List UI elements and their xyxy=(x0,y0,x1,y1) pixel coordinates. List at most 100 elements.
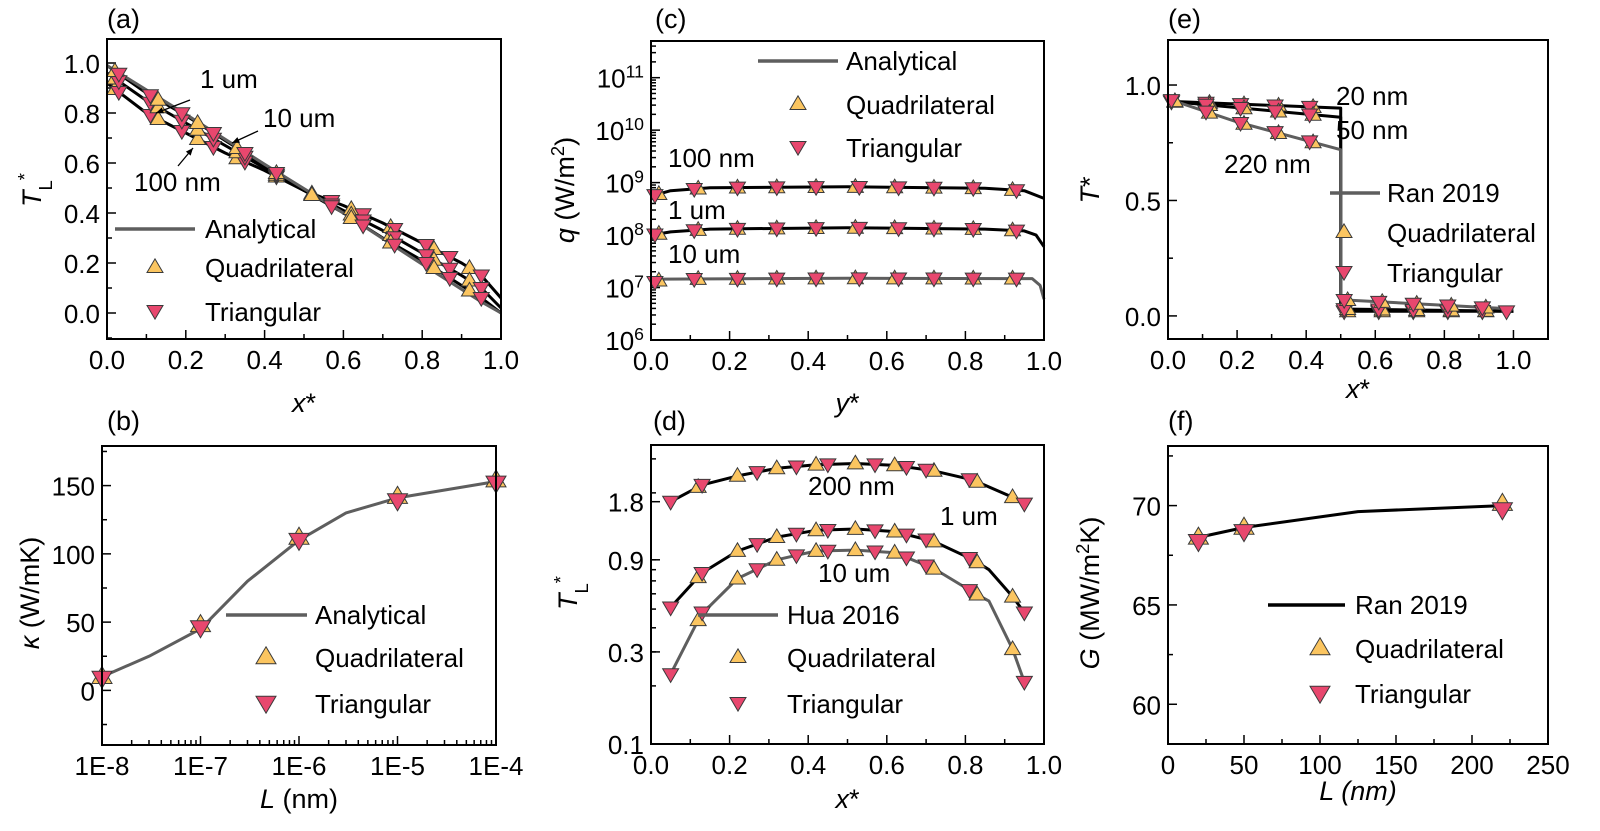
triangular-marker xyxy=(1015,675,1034,691)
x-tick-label: 0.8 xyxy=(1426,345,1462,375)
triangular-marker xyxy=(767,272,786,288)
triangular-marker xyxy=(1300,108,1319,124)
triangular-marker xyxy=(1300,135,1319,151)
series-annotation: 1 um xyxy=(940,501,998,531)
triangular-marker xyxy=(889,272,908,288)
triangular-marker xyxy=(1007,184,1026,200)
triangular-marker xyxy=(925,272,943,288)
triangular-marker xyxy=(925,181,943,197)
x-tick-label: 0.4 xyxy=(790,750,826,780)
y-tick-label: 0 xyxy=(81,676,95,706)
x-tick-label: 1E-7 xyxy=(173,751,228,781)
triangular-marker xyxy=(440,251,459,267)
triangular-marker xyxy=(897,528,916,544)
triangular-marker xyxy=(866,458,884,474)
series-annotation: 100 nm xyxy=(668,143,755,173)
triangular-marker xyxy=(728,272,747,288)
triangular-marker xyxy=(748,563,766,579)
triangular-marker xyxy=(866,524,884,540)
legend: Analytical Quadrilateral Triangular xyxy=(758,46,995,163)
y-tick-label: 0.0 xyxy=(64,299,100,329)
x-tick-label: 0.4 xyxy=(1288,345,1324,375)
x-tick-label: 0 xyxy=(1161,750,1175,780)
y-tick-label: 1011 xyxy=(597,62,644,94)
panel-label: (a) xyxy=(107,4,140,34)
triangular-marker xyxy=(288,532,310,552)
triangular-marker xyxy=(1438,299,1457,315)
triangular-marker xyxy=(866,545,884,561)
triangular-marker xyxy=(917,533,935,549)
y-tick-label: 0.3 xyxy=(608,638,644,668)
panel-e: (e) 0.0 0.2 0.4 0.6 0.8 1.0 0.0 0.5 1.0 x* T* Ran 20… xyxy=(1075,4,1549,404)
triangular-marker xyxy=(960,584,979,600)
triangular-marker xyxy=(964,223,983,239)
legend-triangular-marker xyxy=(1309,685,1331,705)
triangular-marker xyxy=(1404,297,1423,313)
quadrilateral-marker xyxy=(728,466,747,482)
triangular-marker xyxy=(787,549,806,565)
triangular-marker xyxy=(385,238,404,254)
legend-triangular-marker xyxy=(729,697,747,713)
panel-f: (f) 0 50 100 150 200 250 60 65 70 L (nm) G (MW/m2K)… xyxy=(1072,406,1570,806)
x-tick-label: 1E-6 xyxy=(272,751,327,781)
legend-triangular-marker xyxy=(789,141,807,157)
triangular-marker xyxy=(1231,102,1250,118)
series-line-1-um xyxy=(651,226,1046,248)
quadrilateral-marker xyxy=(149,109,168,125)
quadrilateral-marker xyxy=(968,585,987,601)
legend-quadrilateral-marker xyxy=(1309,636,1331,656)
panel-label: (d) xyxy=(653,406,686,436)
y-tick-label: 108 xyxy=(605,219,644,251)
triangular-marker xyxy=(889,181,908,197)
triangular-marker xyxy=(1369,295,1388,311)
series-line-10-um xyxy=(651,276,1046,300)
x-tick-label: 0.0 xyxy=(89,345,125,375)
quadrilateral-marker xyxy=(728,569,747,585)
legend-label-line: Hua 2016 xyxy=(787,600,900,630)
triangular-marker xyxy=(1491,502,1514,521)
quadrilateral-marker xyxy=(846,454,865,470)
quadrilateral-marker xyxy=(425,258,443,274)
triangular-marker xyxy=(767,222,786,238)
quadrilateral-marker xyxy=(767,459,786,475)
triangular-marker xyxy=(787,460,806,476)
plot-frame xyxy=(1167,39,1549,340)
legend-label-triangular: Triangular xyxy=(787,689,903,719)
series-line-10-um xyxy=(669,548,1026,683)
x-tick-label: 100 xyxy=(1298,750,1341,780)
series-line-ran-2019 xyxy=(1198,504,1503,539)
quadrilateral-marker xyxy=(767,527,786,544)
triangular-marker xyxy=(964,182,983,198)
triangular-marker xyxy=(1231,116,1250,133)
legend-label-triangular: Triangular xyxy=(1355,679,1471,709)
triangular-marker xyxy=(1335,293,1354,310)
triangular-marker xyxy=(472,282,491,298)
quadrilateral-marker xyxy=(807,455,825,471)
panel-label: (e) xyxy=(1168,4,1201,34)
y-tick-label: 0.6 xyxy=(64,149,100,179)
x-tick-label: 0.2 xyxy=(712,750,748,780)
y-tick-label: 0.9 xyxy=(608,546,644,576)
x-tick-label: 0.8 xyxy=(947,750,983,780)
triangular-marker xyxy=(322,200,341,216)
triangular-marker xyxy=(787,527,806,543)
quadrilateral-marker xyxy=(149,90,168,106)
legend: Ran 2019 Quadrilateral Triangular xyxy=(1330,178,1536,288)
x-tick-label: 0.2 xyxy=(1219,345,1255,375)
triangular-marker xyxy=(1473,301,1492,317)
triangular-marker xyxy=(204,127,223,143)
triangular-marker xyxy=(1497,305,1516,321)
series-annotation: 10 um xyxy=(818,558,890,588)
x-tick-label: 50 xyxy=(1230,750,1259,780)
series-annotation: 200 nm xyxy=(808,471,895,501)
triangular-marker xyxy=(964,272,983,288)
quadrilateral-marker xyxy=(188,113,207,129)
x-axis-title: x* xyxy=(1344,374,1371,404)
y-axis-title: G (MW/m2K) xyxy=(1072,517,1106,670)
y-tick-label: 150 xyxy=(52,472,95,502)
x-tick-label: 0.6 xyxy=(325,345,361,375)
y-tick-label: 65 xyxy=(1132,591,1161,621)
triangular-marker xyxy=(960,552,979,568)
panel-label: (c) xyxy=(655,4,686,34)
series-annotation: 10 um xyxy=(263,103,335,133)
